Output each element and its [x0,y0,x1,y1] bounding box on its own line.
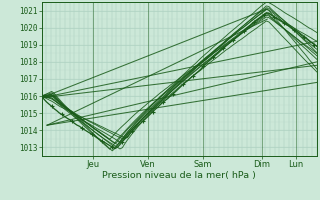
X-axis label: Pression niveau de la mer( hPa ): Pression niveau de la mer( hPa ) [102,171,256,180]
